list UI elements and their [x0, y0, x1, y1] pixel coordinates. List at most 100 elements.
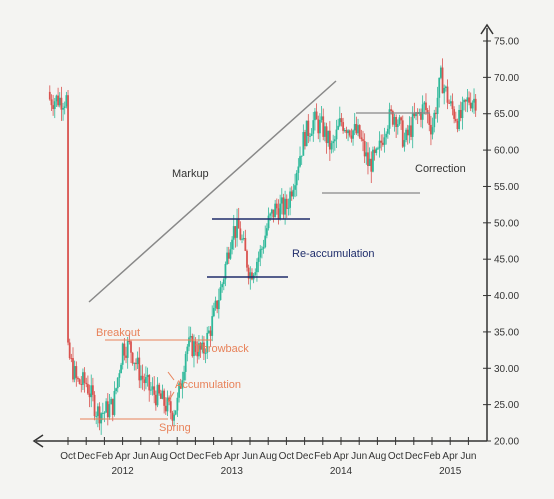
- y-tick-label: 65.00: [494, 109, 519, 120]
- candle-body: [103, 412, 106, 414]
- candle-body: [62, 108, 64, 110]
- candle-body: [101, 412, 104, 414]
- candle-body: [385, 133, 388, 138]
- candle-body: [314, 111, 316, 121]
- candle-body: [120, 364, 122, 374]
- x-tick-label: Oct: [279, 451, 295, 462]
- candle-body: [163, 390, 166, 406]
- candle-body: [368, 158, 371, 166]
- x-year-label: 2015: [439, 466, 462, 477]
- candle-body: [100, 413, 103, 424]
- candle-body: [121, 343, 124, 365]
- candle-body: [459, 109, 462, 119]
- candle-body: [91, 385, 94, 395]
- candle-body: [181, 380, 184, 389]
- candle-body: [141, 375, 144, 380]
- candle-body: [227, 252, 230, 259]
- candle-body: [352, 130, 354, 139]
- candle-body: [98, 406, 101, 424]
- candle-body: [413, 113, 416, 117]
- candle-body: [106, 401, 109, 418]
- y-tick-label: 75.00: [494, 37, 519, 48]
- candle-body: [370, 158, 373, 172]
- candle-body: [188, 337, 190, 347]
- x-tick-label: Aug: [150, 451, 168, 462]
- candle-body: [48, 91, 51, 100]
- candle-body: [415, 112, 417, 117]
- candle-body: [358, 125, 361, 138]
- y-axis-arrow-icon: [480, 23, 494, 35]
- x-tick-label: Apr: [442, 451, 458, 462]
- candle-body: [133, 362, 136, 364]
- spring-label: Spring: [159, 422, 191, 434]
- candle-body: [221, 284, 224, 288]
- candle-body: [174, 410, 177, 415]
- candle-body: [156, 384, 159, 406]
- candle-body: [189, 336, 192, 338]
- candle-body: [262, 247, 265, 249]
- candle-body: [458, 109, 461, 130]
- candle-body: [96, 406, 99, 417]
- candle-body: [378, 140, 381, 149]
- candle-body: [456, 121, 459, 130]
- breakout-label: Breakout: [96, 327, 140, 339]
- candle-body: [231, 239, 233, 250]
- candle-body: [209, 330, 212, 336]
- candle-body: [275, 203, 278, 209]
- candle-body: [239, 228, 242, 240]
- x-tick-label: Aug: [369, 451, 387, 462]
- candle-body: [436, 97, 439, 115]
- candle-body: [340, 118, 343, 123]
- y-tick-label: 70.00: [494, 73, 519, 84]
- candle-body: [367, 152, 369, 166]
- candle-body: [264, 235, 267, 248]
- candle-body: [377, 148, 379, 150]
- correction-label: Correction: [415, 163, 466, 175]
- candle-body: [82, 372, 84, 385]
- candle-body: [67, 95, 69, 343]
- candle-body: [244, 238, 247, 251]
- candle-body: [294, 185, 296, 190]
- candle-body: [198, 343, 200, 357]
- candle-body: [348, 130, 351, 136]
- candle-body: [143, 379, 146, 384]
- y-tick-label: 60.00: [494, 146, 519, 157]
- candle-body: [219, 287, 222, 301]
- candle-body: [138, 357, 141, 381]
- candle-body: [214, 300, 217, 308]
- candle-body: [148, 374, 151, 391]
- candle-body: [400, 117, 403, 121]
- candle-body: [279, 203, 282, 220]
- candle-body: [212, 307, 215, 317]
- candle-body: [70, 358, 73, 360]
- candle-body: [406, 129, 409, 136]
- candle-body: [126, 340, 129, 358]
- candle-body: [302, 132, 305, 156]
- candle-body: [347, 130, 349, 134]
- x-tick-label: Jun: [351, 451, 367, 462]
- candle-body: [95, 416, 98, 418]
- candle-body: [72, 358, 74, 380]
- x-year-label: 2013: [221, 466, 244, 477]
- candle-body: [405, 129, 407, 141]
- candle-body: [410, 125, 412, 137]
- candle-body: [178, 383, 180, 398]
- x-tick-label: Dec: [405, 451, 423, 462]
- candle-body: [115, 388, 117, 392]
- candle-body: [425, 102, 427, 111]
- candle-body: [468, 97, 470, 103]
- candle-body: [224, 263, 227, 280]
- candle-body: [237, 218, 240, 229]
- candle-body: [420, 112, 422, 120]
- candle-body: [398, 117, 401, 125]
- candle-body: [357, 125, 359, 134]
- candle-body: [149, 389, 152, 391]
- x-year-label: 2014: [330, 466, 353, 477]
- candle-body: [355, 124, 358, 134]
- candle-body: [222, 279, 225, 285]
- x-tick-label: Oct: [388, 451, 404, 462]
- candle-body: [362, 139, 364, 141]
- candle-body: [383, 137, 386, 145]
- candle-body: [60, 97, 63, 110]
- candle-body: [53, 101, 56, 109]
